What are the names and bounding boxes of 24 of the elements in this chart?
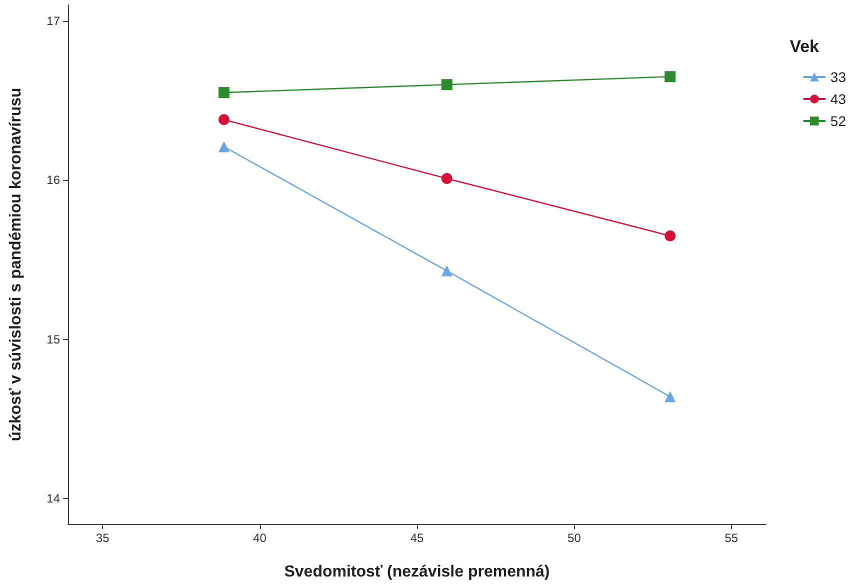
y-tick-label: 14 xyxy=(46,492,60,506)
y-tick-label: 16 xyxy=(46,173,60,188)
point xyxy=(218,114,230,126)
legend-label: 33 xyxy=(830,69,846,85)
x-tick-label: 35 xyxy=(96,531,110,545)
point xyxy=(664,230,676,242)
point xyxy=(664,391,676,402)
y-tick-label: 17 xyxy=(46,14,60,28)
point xyxy=(441,79,452,90)
point xyxy=(441,265,452,276)
x-tick-label: 55 xyxy=(724,531,738,545)
y-tick-label: 15 xyxy=(46,332,60,346)
x-tick-label: 50 xyxy=(568,531,582,545)
point xyxy=(218,141,230,152)
x-axis-title: Svedomitosť (nezávisle premenná) xyxy=(284,564,550,580)
y-axis-title: úzkosť v súvislosti s pandémiou koronavírusu xyxy=(8,88,24,442)
legend-title: Vek xyxy=(790,37,820,56)
x-tick-label: 40 xyxy=(253,531,267,545)
legend-label: 52 xyxy=(830,113,846,129)
point xyxy=(664,71,676,82)
point xyxy=(441,173,452,184)
legend-label: 43 xyxy=(830,91,846,107)
point xyxy=(218,87,230,98)
x-tick-label: 45 xyxy=(410,531,424,545)
